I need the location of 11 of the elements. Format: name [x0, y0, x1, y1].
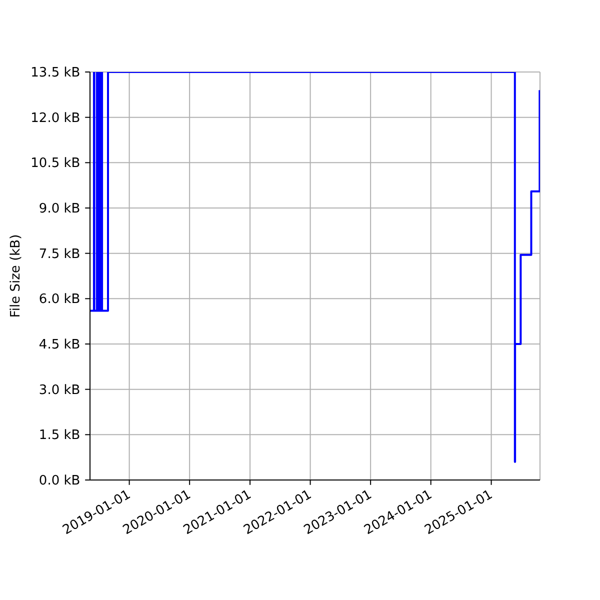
- y-tick-label: 7.5 kB: [38, 246, 80, 262]
- y-tick-label: 12.0 kB: [30, 110, 80, 126]
- y-tick-label: 13.5 kB: [30, 66, 80, 80]
- y-tick-label: 3.0 kB: [38, 382, 80, 398]
- y-axis-title: File Size (kB): [8, 234, 24, 318]
- y-tick-label: 4.5 kB: [38, 338, 80, 352]
- y-tick-label: 6.0 kB: [38, 292, 80, 308]
- y-tick-label: 1.5 kB: [38, 428, 80, 444]
- y-tick-label: 10.5 kB: [30, 156, 80, 172]
- y-tick-label: 9.0 kB: [38, 202, 80, 216]
- y-tick-label: 0.0 kB: [38, 474, 80, 488]
